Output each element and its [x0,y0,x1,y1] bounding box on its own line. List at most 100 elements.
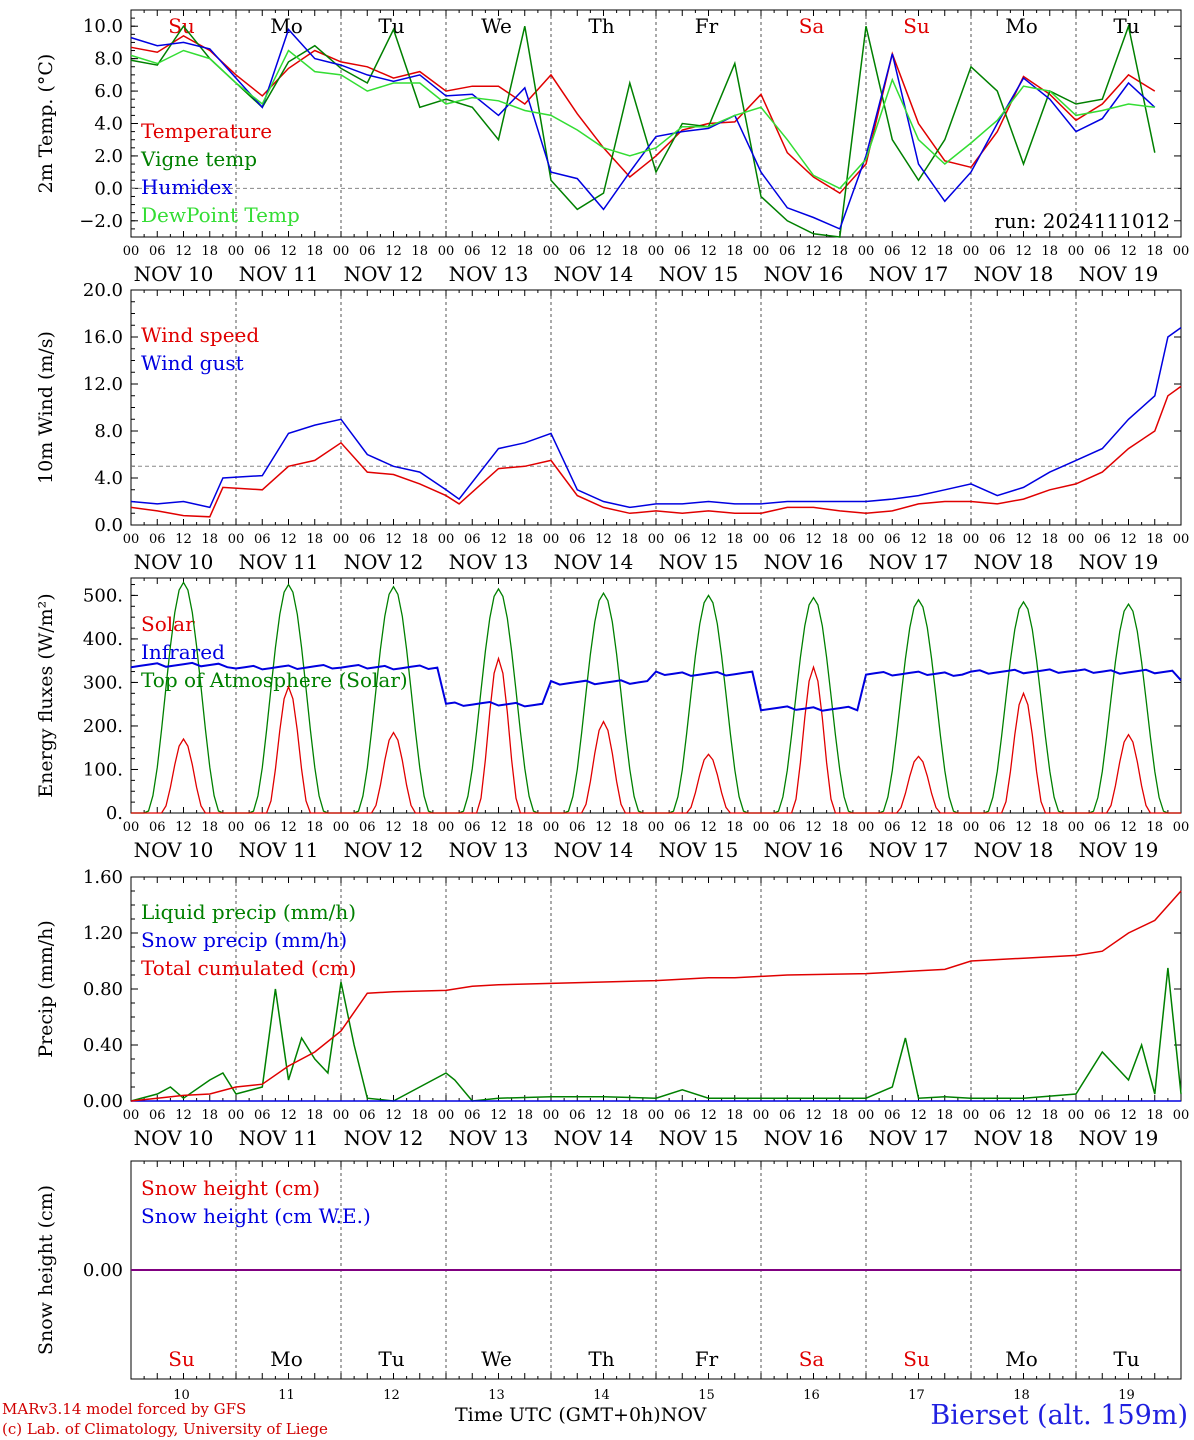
daynumber-3: 13 [488,1388,505,1403]
hour-label-end-3: 00 [1173,1108,1190,1123]
ytick-label-2-4: 400. [83,629,123,650]
hour-label-2-8-2: 12 [1015,820,1032,835]
date-label-2-7: NOV 17 [869,838,949,862]
hour-label-1-5-1: 06 [674,532,691,547]
ytick-label-0-6: 10.0 [83,16,123,37]
daynumber-0: 10 [173,1388,190,1403]
hour-label-3-5-2: 12 [700,1108,717,1123]
hour-label-2-5-3: 18 [726,820,743,835]
date-label-1-4: NOV 14 [554,550,634,574]
hour-label-0-9-2: 12 [1120,244,1137,259]
hour-label-0-2-2: 12 [385,244,402,259]
hour-label-1-7-1: 06 [884,532,901,547]
hour-label-1-2-3: 18 [411,532,428,547]
hour-label-1-2-0: 00 [333,532,350,547]
ytick-label-0-3: 4.0 [94,114,123,135]
hour-label-3-0-3: 18 [201,1108,218,1123]
date-label-2-8: NOV 18 [974,838,1054,862]
ytick-label-2-3: 300. [83,672,123,693]
hour-label-3-1-2: 12 [280,1108,297,1123]
hour-label-0-8-1: 06 [989,244,1006,259]
hour-label-2-7-3: 18 [936,820,953,835]
date-label-3-3: NOV 13 [449,1126,529,1150]
date-label-2-6: NOV 16 [764,838,844,862]
ylabel-3: Precip (mm/h) [35,920,57,1058]
hour-label-3-4-1: 06 [569,1108,586,1123]
hour-label-3-6-0: 00 [753,1108,770,1123]
hour-label-3-2-1: 06 [359,1108,376,1123]
date-label-3-2: NOV 12 [344,1126,424,1150]
hour-label-2-8-1: 06 [989,820,1006,835]
hour-label-end-0: 00 [1173,244,1190,259]
hour-label-0-3-0: 00 [438,244,455,259]
daynumber-8: 18 [1013,1388,1030,1403]
hour-label-3-6-3: 18 [831,1108,848,1123]
hour-label-3-2-3: 18 [411,1108,428,1123]
daynumber-5: 15 [698,1388,715,1403]
hour-label-2-2-2: 12 [385,820,402,835]
hour-label-1-9-3: 18 [1146,532,1163,547]
hour-label-0-1-1: 06 [254,244,271,259]
hour-label-3-5-3: 18 [726,1108,743,1123]
ytick-label-2-5: 500. [83,585,123,606]
hour-label-0-6-3: 18 [831,244,848,259]
legend-3-0: Liquid precip (mm/h) [141,900,356,924]
date-label-1-9: NOV 19 [1079,550,1159,574]
date-label-1-5: NOV 15 [659,550,739,574]
hour-label-2-5-0: 00 [648,820,665,835]
hour-label-3-9-3: 18 [1146,1108,1163,1123]
hour-label-2-6-0: 00 [753,820,770,835]
hour-label-2-0-0: 00 [123,820,140,835]
hour-label-2-1-1: 06 [254,820,271,835]
series-line-3-0 [130,967,1182,1102]
hour-label-3-4-3: 18 [621,1108,638,1123]
hour-label-1-4-3: 18 [621,532,638,547]
legend-4-1: Snow height (cm W.E.) [141,1204,371,1228]
hour-label-end-2: 00 [1173,820,1190,835]
ytick-label-1-3: 12.0 [83,374,123,395]
footer-model: MARv3.14 model forced by GFS [2,1400,247,1418]
hour-label-1-9-2: 12 [1120,532,1137,547]
date-label-0-6: NOV 16 [764,262,844,286]
hour-label-2-3-3: 18 [516,820,533,835]
hour-label-0-2-1: 06 [359,244,376,259]
ytick-label-0-0: −2.0 [79,211,123,232]
dayname-bottom-4: Th [588,1347,614,1371]
hour-label-2-4-1: 06 [569,820,586,835]
hour-label-0-1-2: 12 [280,244,297,259]
date-label-0-5: NOV 15 [659,262,739,286]
legend-0-1: Vigne temp [140,147,257,171]
ytick-label-4-0: 0.00 [83,1260,123,1281]
hour-label-3-8-2: 12 [1015,1108,1032,1123]
hour-label-0-6-0: 00 [753,244,770,259]
hour-label-1-2-1: 06 [359,532,376,547]
date-label-1-7: NOV 17 [869,550,949,574]
hour-label-1-4-1: 06 [569,532,586,547]
hour-label-0-6-2: 12 [805,244,822,259]
hour-label-1-0-2: 12 [175,532,192,547]
hour-label-2-2-1: 06 [359,820,376,835]
hour-label-3-0-0: 00 [123,1108,140,1123]
ylabel-4: Snow height (cm) [35,1185,57,1355]
date-label-1-8: NOV 18 [974,550,1054,574]
month-text: NOV [660,1404,707,1426]
ytick-label-3-2: 0.80 [83,979,123,1000]
date-label-1-3: NOV 13 [449,550,529,574]
legend-2-2: Top of Atmosphere (Solar) [141,668,408,692]
hour-label-3-1-0: 00 [228,1108,245,1123]
hour-label-3-0-2: 12 [175,1108,192,1123]
hour-label-0-0-2: 12 [175,244,192,259]
hour-label-1-0-3: 18 [201,532,218,547]
date-label-0-7: NOV 17 [869,262,949,286]
hour-label-1-8-0: 00 [963,532,980,547]
date-label-3-7: NOV 17 [869,1126,949,1150]
date-label-2-0: NOV 10 [134,838,214,862]
hour-label-1-6-0: 00 [753,532,770,547]
hour-label-0-4-1: 06 [569,244,586,259]
ytick-label-2-0: 0. [106,803,123,824]
hour-label-1-1-1: 06 [254,532,271,547]
hour-label-1-4-0: 00 [543,532,560,547]
dayname-bottom-8: Mo [1005,1347,1038,1371]
daynumber-1: 11 [278,1388,295,1403]
date-label-0-9: NOV 19 [1079,262,1159,286]
